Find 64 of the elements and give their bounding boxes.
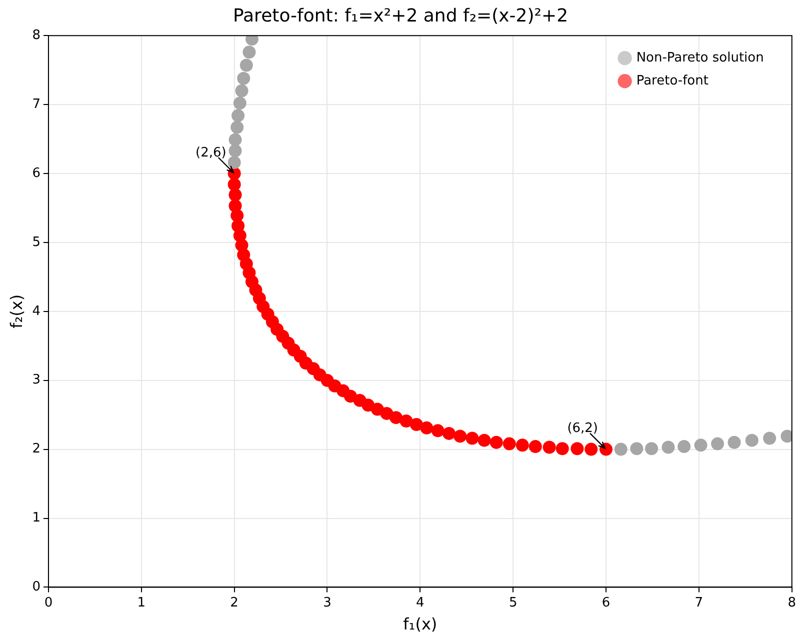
point bbox=[662, 440, 675, 454]
y-tick-label: 1 bbox=[32, 510, 40, 526]
point bbox=[228, 156, 241, 169]
y-tick-label: 4 bbox=[32, 304, 40, 319]
annotation: (2,6) bbox=[195, 145, 226, 160]
chart-title: Pareto-font: f₁=x²+2 and f₂=(x-2)²+2 bbox=[232, 5, 568, 26]
point bbox=[237, 72, 250, 85]
x-tick-label: 5 bbox=[508, 595, 518, 610]
y-tick-label: 5 bbox=[32, 234, 40, 250]
point bbox=[240, 58, 253, 72]
point bbox=[630, 442, 644, 456]
point bbox=[728, 436, 741, 449]
point bbox=[431, 424, 444, 438]
point bbox=[230, 120, 244, 134]
y-tick-label: 2 bbox=[32, 442, 40, 457]
point bbox=[242, 46, 256, 59]
point bbox=[542, 440, 556, 454]
point bbox=[466, 432, 479, 445]
point bbox=[556, 442, 569, 456]
point bbox=[420, 421, 434, 434]
x-tick-label: 7 bbox=[694, 595, 704, 610]
legend-label: Non-Pareto solution bbox=[636, 50, 764, 66]
point bbox=[528, 440, 542, 454]
point bbox=[570, 442, 584, 456]
point bbox=[228, 144, 242, 158]
point bbox=[745, 434, 758, 447]
point bbox=[614, 442, 628, 456]
point bbox=[390, 411, 403, 424]
point bbox=[678, 440, 691, 454]
point bbox=[763, 432, 776, 445]
point bbox=[228, 133, 242, 146]
point bbox=[490, 436, 503, 449]
point bbox=[228, 188, 242, 202]
point bbox=[516, 438, 529, 452]
x-tick-label: 8 bbox=[788, 595, 796, 610]
point bbox=[454, 430, 467, 443]
point bbox=[694, 438, 708, 452]
legend-label: Pareto-font bbox=[636, 73, 708, 88]
point bbox=[584, 442, 598, 456]
point bbox=[711, 437, 724, 450]
point bbox=[400, 414, 413, 428]
x-tick-label: 3 bbox=[323, 595, 332, 610]
y-tick-label: 6 bbox=[32, 166, 40, 181]
x-tick-label: 4 bbox=[416, 595, 424, 610]
y-tick-label: 0 bbox=[32, 580, 40, 595]
point bbox=[235, 84, 248, 98]
y-tick-label: 3 bbox=[32, 372, 40, 388]
x-tick-label: 6 bbox=[602, 595, 610, 610]
point bbox=[230, 209, 244, 222]
point bbox=[502, 437, 516, 450]
y-axis-title: f₂(x) bbox=[6, 294, 26, 328]
point bbox=[442, 426, 456, 440]
x-axis-title: f₁(x) bbox=[403, 614, 438, 634]
y-tick-label: 8 bbox=[32, 28, 40, 43]
point bbox=[233, 96, 246, 110]
point bbox=[478, 434, 491, 447]
point bbox=[410, 418, 423, 431]
x-tick-label: 0 bbox=[44, 595, 53, 610]
y-tick-label: 7 bbox=[32, 96, 40, 112]
point bbox=[232, 109, 245, 122]
point bbox=[645, 442, 658, 456]
x-tick-label: 1 bbox=[137, 595, 146, 610]
x-tick-label: 2 bbox=[230, 595, 238, 610]
annotation: (6,2) bbox=[567, 421, 598, 436]
